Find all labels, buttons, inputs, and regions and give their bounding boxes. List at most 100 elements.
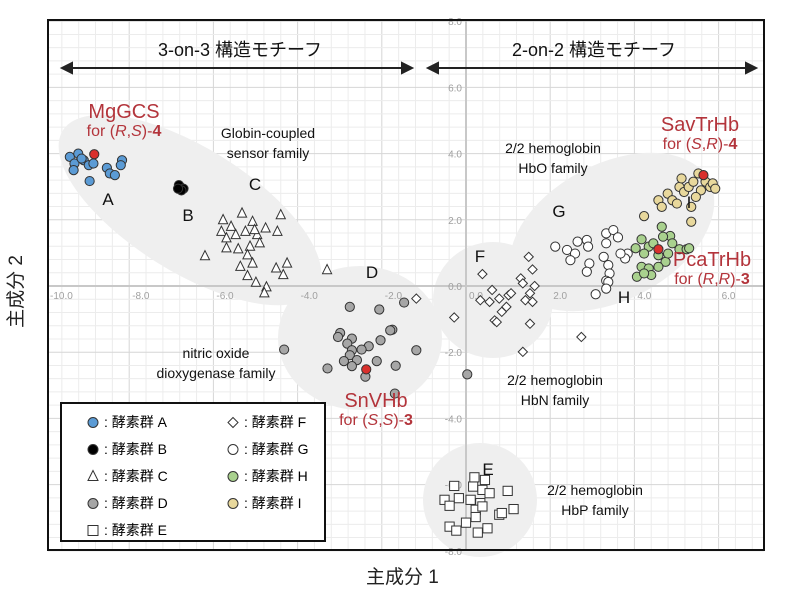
- enzyme-snvhb-name: SnVHb: [344, 390, 408, 412]
- point-group-c: [230, 228, 242, 240]
- point-group-g: [590, 289, 601, 300]
- point-group-f: [493, 293, 505, 304]
- point-group-h: [653, 261, 664, 272]
- motif-3on3-arrow: [59, 61, 415, 75]
- point-group-f: [448, 312, 460, 323]
- enzyme-snvhb-substrate: for (S,S)-3: [339, 412, 413, 429]
- point-group-g: [581, 266, 592, 277]
- family-hbo-line2: HbO family: [518, 160, 588, 176]
- legend-label: : 酵素群 H: [244, 468, 308, 484]
- legend-marker: [227, 416, 239, 429]
- y-tick-label: 0.0: [448, 282, 462, 293]
- point-group-h: [636, 234, 647, 245]
- x-tick-label: -8.0: [132, 291, 150, 302]
- point-group-c: [215, 224, 227, 236]
- legend-marker: [87, 444, 99, 455]
- point-group-i: [671, 198, 683, 209]
- point-group-f: [475, 294, 486, 306]
- point-group-f: [491, 316, 503, 328]
- point-group-d: [332, 331, 344, 343]
- family-hbp-line2: HbP family: [561, 502, 629, 518]
- legend-marker: [227, 471, 239, 482]
- point-group-f: [505, 287, 517, 299]
- highlight-point-snvhb: [361, 364, 372, 375]
- legend-item-f: : 酵素群 F: [226, 412, 306, 432]
- enzyme-savtrhb: SavTrHb for (S,R)-4: [661, 115, 739, 155]
- legend-item-i: : 酵素群 I: [226, 493, 302, 513]
- legend-marker-triangle-icon: [87, 469, 99, 481]
- point-group-a: [109, 170, 120, 181]
- enzyme-mggcs: MgGCS for (R,S)-4: [87, 102, 162, 142]
- y-tick-label: 4.0: [448, 150, 462, 161]
- point-group-i: [690, 191, 701, 203]
- legend-label: : 酵素群 I: [244, 495, 302, 511]
- legend-marker: [87, 469, 99, 481]
- y-axis-title: 主成分 2: [5, 255, 27, 328]
- point-group-d: [374, 304, 385, 315]
- point-group-c: [242, 248, 253, 260]
- family-nod: nitric oxide dioxygenase family: [156, 343, 275, 383]
- point-group-e: [465, 494, 476, 505]
- motif-2on2-label: 2-on-2 構造モチーフ: [512, 40, 676, 60]
- legend-item-g: : 酵素群 G: [226, 439, 309, 459]
- family-nod-line1: nitric oxide: [182, 345, 250, 361]
- highlight-point-mggcs: [89, 149, 100, 160]
- legend-label: : 酵素群 E: [104, 522, 168, 538]
- legend-marker: [227, 498, 239, 509]
- legend: : 酵素群 A: 酵素群 B: 酵素群 C: 酵素群 D: 酵素群 E: 酵素群…: [60, 402, 326, 542]
- point-group-f: [486, 284, 498, 296]
- enzyme-pcatrhb: PcaTrHb for (R,R)-3: [673, 250, 751, 290]
- point-group-d: [411, 345, 422, 356]
- point-group-f: [524, 287, 536, 299]
- point-group-h: [684, 243, 695, 254]
- cluster-label-e: E: [482, 460, 494, 479]
- family-gcs-line2: sensor family: [226, 145, 310, 161]
- point-group-e: [477, 501, 488, 512]
- enzyme-savtrhb-substrate: for (S,R)-4: [662, 136, 738, 153]
- point-group-e: [496, 507, 507, 519]
- legend-marker: [227, 444, 239, 455]
- point-group-c: [236, 206, 248, 218]
- point-group-h: [667, 238, 678, 249]
- point-group-e: [508, 503, 519, 515]
- point-group-h: [662, 248, 674, 259]
- y-tick-label: -4.0: [445, 414, 463, 425]
- cluster-label-b: B: [182, 206, 194, 225]
- x-tick-label: 0.0: [469, 291, 483, 302]
- point-group-f: [576, 331, 587, 343]
- motif-3on3-label: 3-on-3 構造モチーフ: [158, 40, 322, 60]
- point-group-c: [232, 242, 244, 254]
- point-group-a: [68, 165, 79, 176]
- legend-label: : 酵素群 C: [104, 468, 168, 484]
- point-group-f: [517, 346, 529, 358]
- point-group-g: [615, 248, 626, 259]
- enzyme-pcatrhb-name: PcaTrHb: [672, 249, 752, 271]
- point-group-g: [582, 241, 594, 252]
- point-group-c: [242, 269, 253, 281]
- point-group-e: [453, 493, 464, 504]
- family-nod-line2: dioxygenase family: [156, 365, 276, 381]
- point-group-f: [484, 296, 495, 308]
- point-group-g: [603, 260, 614, 271]
- point-group-d: [344, 301, 355, 312]
- point-group-e: [470, 511, 481, 523]
- point-group-c: [260, 221, 272, 233]
- y-tick-label: -8.0: [445, 547, 463, 558]
- legend-marker-circle-icon: [87, 498, 99, 509]
- enzyme-savtrhb-name: SavTrHb: [660, 114, 740, 136]
- legend-label: : 酵素群 A: [104, 414, 168, 430]
- cluster-label-c: C: [248, 175, 262, 194]
- x-tick-label: 2.0: [553, 291, 567, 302]
- point-group-d: [344, 350, 355, 361]
- legend-item-d: : 酵素群 D: [86, 493, 168, 513]
- legend-label: : 酵素群 D: [104, 495, 168, 511]
- point-group-i: [676, 173, 687, 184]
- x-tick-label: 6.0: [722, 291, 736, 302]
- point-group-g: [550, 241, 561, 252]
- point-group-i: [686, 201, 697, 212]
- point-group-d: [371, 356, 382, 367]
- point-group-d: [356, 344, 367, 355]
- point-group-g: [565, 255, 576, 266]
- point-group-c: [275, 208, 287, 220]
- point-group-e: [460, 517, 472, 528]
